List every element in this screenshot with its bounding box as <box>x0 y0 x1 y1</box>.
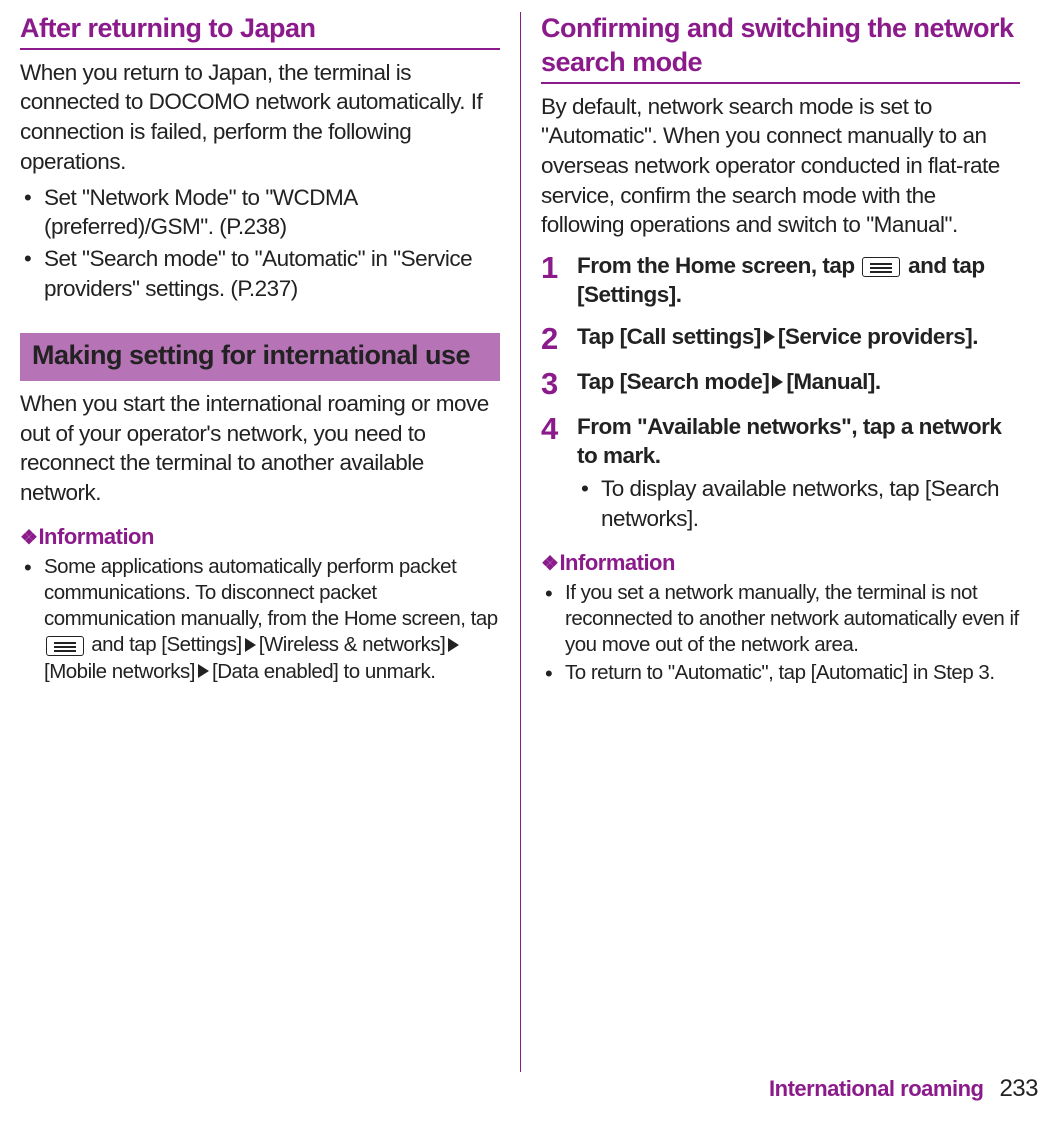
arrow-icon <box>198 664 209 678</box>
heading-after-japan: After returning to Japan <box>20 12 500 50</box>
text-part: Tap [Search mode] <box>577 369 769 394</box>
info-bullets-left: Some applications automatically perform … <box>20 554 500 685</box>
footer-section-title: International roaming <box>769 1076 983 1102</box>
step-number: 3 <box>541 368 563 399</box>
step-body: Tap [Search mode] [Manual]. <box>577 368 1020 399</box>
step-1: 1 From the Home screen, tap and tap [Set… <box>541 252 1020 309</box>
step-4: 4 From "Available networks", tap a netwo… <box>541 413 1020 534</box>
step-2: 2 Tap [Call settings] [Service providers]… <box>541 323 1020 354</box>
info-bullet-item: To return to "Automatic", tap [Automatic… <box>541 660 1020 686</box>
step-list: 1 From the Home screen, tap and tap [Set… <box>541 252 1020 534</box>
text-part: [Data enabled] to unmark. <box>212 660 435 683</box>
bullet-item: Set "Network Mode" to "WCDMA (preferred)… <box>20 183 500 242</box>
step-text: Tap [Search mode] [Manual]. <box>577 368 1020 397</box>
body-after-japan: When you return to Japan, the terminal i… <box>20 58 500 177</box>
text-part: [Manual]. <box>786 369 880 394</box>
step-text: Tap [Call settings] [Service providers]. <box>577 323 1020 352</box>
diamond-icon: ❖ <box>541 553 558 575</box>
body-confirm: By default, network search mode is set t… <box>541 92 1020 240</box>
arrow-icon <box>245 638 256 652</box>
step-number: 1 <box>541 252 563 309</box>
arrow-icon <box>772 375 783 389</box>
info-label: Information <box>559 550 675 575</box>
text-part: [Wireless & networks] <box>259 633 446 656</box>
info-heading-right: ❖Information <box>541 550 1020 576</box>
diamond-icon: ❖ <box>20 527 37 549</box>
step-3: 3 Tap [Search mode] [Manual]. <box>541 368 1020 399</box>
step-sublist: To display available networks, tap [Sear… <box>577 474 1020 533</box>
box-heading-intl: Making setting for international use <box>20 333 500 381</box>
text-part: and tap [Settings] <box>86 633 242 656</box>
bullet-item: Set "Search mode" to "Automatic" in "Ser… <box>20 244 500 303</box>
step-body: From "Available networks", tap a network… <box>577 413 1020 534</box>
columns-container: After returning to Japan When you return… <box>20 12 1042 1072</box>
text-part: [Mobile networks] <box>44 660 195 683</box>
left-column: After returning to Japan When you return… <box>20 12 520 1072</box>
arrow-icon <box>764 330 775 344</box>
heading-confirm: Confirming and switching the network sea… <box>541 12 1020 84</box>
step-number: 4 <box>541 413 563 534</box>
info-bullets-right: If you set a network manually, the termi… <box>541 580 1020 687</box>
right-column: Confirming and switching the network sea… <box>520 12 1020 1072</box>
bullets-after-japan: Set "Network Mode" to "WCDMA (preferred)… <box>20 183 500 304</box>
menu-icon <box>46 636 84 656</box>
text-part: [Service providers]. <box>778 324 978 349</box>
text-part: Some applications automatically perform … <box>44 555 498 630</box>
body-intl: When you start the international roaming… <box>20 389 500 508</box>
text-part: From the Home screen, tap <box>577 253 860 278</box>
step-text: From the Home screen, tap and tap [Setti… <box>577 252 1020 309</box>
step-number: 2 <box>541 323 563 354</box>
info-bullet-item: Some applications automatically perform … <box>20 554 500 685</box>
step-body: Tap [Call settings] [Service providers]. <box>577 323 1020 354</box>
step-sub-item: To display available networks, tap [Sear… <box>577 474 1020 533</box>
arrow-icon <box>448 638 459 652</box>
info-heading-left: ❖Information <box>20 524 500 550</box>
page-footer: International roaming 233 <box>769 1075 1038 1103</box>
footer-page-number: 233 <box>999 1075 1038 1103</box>
menu-icon <box>862 257 900 277</box>
step-text: From "Available networks", tap a network… <box>577 413 1020 470</box>
info-label: Information <box>38 524 154 549</box>
info-bullet-item: If you set a network manually, the termi… <box>541 580 1020 659</box>
text-part: Tap [Call settings] <box>577 324 761 349</box>
step-body: From the Home screen, tap and tap [Setti… <box>577 252 1020 309</box>
